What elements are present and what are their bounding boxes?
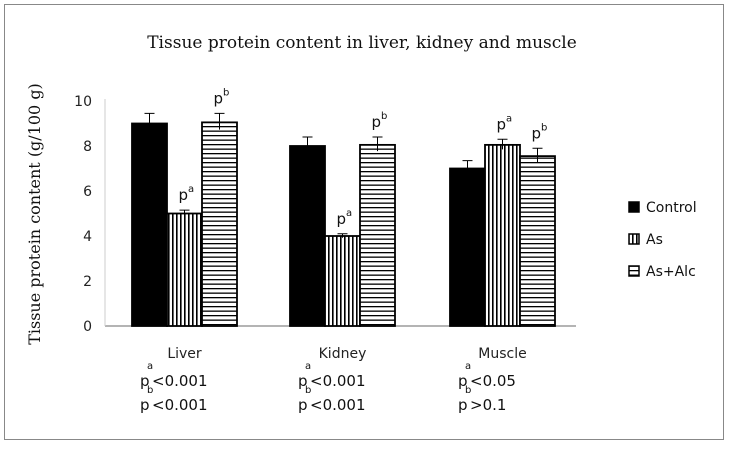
legend-swatch-1 [628, 233, 640, 245]
y-tick-label: 4 [83, 229, 92, 245]
annotation-p-b: p [298, 396, 308, 414]
annotation-sup-b: b [465, 385, 471, 396]
annotation-value-a: <0.05 [470, 372, 516, 390]
significance-label: pb [532, 122, 548, 142]
y-tick-label: 10 [74, 94, 92, 110]
bar-as-alc-muscle [519, 155, 556, 327]
annotation-sup-a: a [147, 361, 153, 372]
y-tick-label: 8 [83, 139, 92, 155]
annotation-value-b: >0.1 [470, 396, 506, 414]
bar-as-alc-liver [201, 121, 238, 327]
bar-control-kidney [289, 145, 326, 327]
significance-label: pb [372, 111, 388, 131]
legend-swatch-2 [628, 265, 640, 277]
bar-as-muscle [484, 143, 521, 327]
legend-label: As+Alc [646, 264, 696, 280]
x-category-label: Kidney [319, 346, 367, 362]
bar-control-liver [131, 122, 168, 327]
chart-frame [4, 4, 724, 440]
y-tick-label: 6 [83, 184, 92, 200]
annotation-value-b: <0.001 [152, 396, 208, 414]
y-tick-label: 2 [83, 274, 92, 290]
annotation-sup-b: b [147, 385, 153, 396]
bar-as-kidney [324, 235, 361, 327]
annotation-sup-a: a [305, 361, 311, 372]
annotation-p-a: p [458, 372, 468, 390]
annotation-sup-b: b [305, 385, 311, 396]
chart-title: Tissue protein content in liver, kidney … [147, 33, 577, 53]
x-category-label: Liver [167, 346, 202, 362]
annotation-value-a: <0.001 [310, 372, 366, 390]
bar-as-liver [166, 212, 203, 327]
bar-control-muscle [449, 167, 486, 327]
significance-label: pb [214, 87, 230, 107]
x-category-label: Muscle [478, 346, 526, 362]
y-tick-label: 0 [83, 319, 92, 335]
annotation-value-b: <0.001 [310, 396, 366, 414]
annotation-value-a: <0.001 [152, 372, 208, 390]
legend-label: Control [646, 200, 697, 216]
annotation-p-a: p [140, 372, 150, 390]
annotation-sup-a: a [465, 361, 471, 372]
annotation-p-b: p [458, 396, 468, 414]
annotation-p-b: p [140, 396, 150, 414]
bar-as-alc-kidney [359, 143, 396, 327]
significance-label: pa [497, 113, 513, 133]
annotation-p-a: p [298, 372, 308, 390]
legend-swatch-0 [628, 201, 640, 213]
legend-label: As [646, 232, 663, 248]
y-axis-label: Tissue protein content (g/100 g) [25, 83, 44, 345]
significance-label: pa [337, 208, 353, 228]
significance-label: pa [179, 184, 195, 204]
